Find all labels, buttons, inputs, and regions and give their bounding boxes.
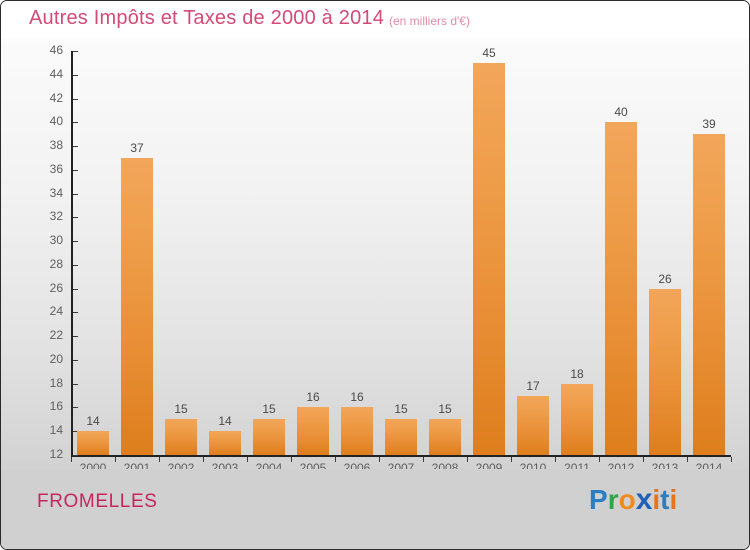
y-axis-line	[71, 51, 73, 457]
y-axis-tick	[73, 407, 78, 409]
chart-header: Autres Impôts et Taxes de 2000 à 2014 (e…	[1, 1, 749, 39]
logo-letter-i-second: i	[669, 484, 678, 515]
page-title: Autres Impôts et Taxes de 2000 à 2014	[29, 7, 385, 29]
y-axis-tick-label: 30	[49, 233, 63, 248]
logo-letter-r: r	[607, 484, 619, 515]
bar-2002[interactable]	[165, 419, 197, 455]
x-axis-tick	[687, 457, 688, 462]
bar-value-label-2007: 15	[394, 402, 408, 417]
x-axis-tick	[643, 457, 644, 462]
y-axis-tick-label: 28	[49, 256, 63, 271]
bar-value-label-2002: 15	[174, 402, 188, 417]
y-axis-tick	[73, 193, 78, 195]
y-axis-tick-label: 12	[49, 447, 63, 461]
y-axis-tick	[73, 146, 78, 148]
commune-name: FROMELLES	[37, 491, 158, 512]
y-axis-tick	[73, 312, 78, 314]
logo-letter-i-first: i	[652, 484, 661, 515]
bar-2005[interactable]	[297, 407, 329, 455]
chart-units-label: (en milliers d'€)	[389, 14, 470, 28]
bar-2014[interactable]	[693, 134, 725, 455]
bar-value-label-2010: 17	[526, 378, 540, 393]
y-axis-tick-label: 36	[49, 161, 63, 176]
x-axis-tick	[423, 457, 424, 462]
bar-2010[interactable]	[517, 395, 549, 455]
x-axis-tick	[71, 457, 72, 462]
y-axis-tick	[73, 74, 78, 76]
logo-letter-x: x	[635, 483, 653, 516]
x-axis-tick	[159, 457, 160, 462]
y-axis-tick	[73, 122, 78, 124]
y-axis-tick-label: 40	[49, 114, 63, 129]
y-axis-tick	[73, 431, 78, 433]
bar-2007[interactable]	[385, 419, 417, 455]
bar-2000[interactable]	[77, 431, 109, 455]
x-axis-tick	[247, 457, 248, 462]
bar-value-label-2009: 45	[482, 45, 496, 60]
y-axis-tick	[73, 51, 78, 52]
x-axis-line	[71, 455, 731, 457]
bar-value-label-2005: 16	[306, 390, 320, 405]
y-axis-tick	[73, 359, 78, 361]
y-axis-tick-label: 22	[49, 328, 63, 343]
proxiti-logo[interactable]: Proxiti	[589, 483, 677, 517]
bar-value-label-2004: 15	[262, 402, 276, 417]
y-axis-tick	[73, 98, 78, 100]
x-axis-tick	[555, 457, 556, 462]
logo-letter-t: t	[660, 484, 670, 515]
bar-2008[interactable]	[429, 419, 461, 455]
bar-value-label-2003: 14	[218, 414, 232, 429]
bar-2004[interactable]	[253, 419, 285, 455]
y-axis-tick-label: 46	[49, 43, 63, 57]
y-axis-tick-label: 34	[49, 185, 63, 200]
y-axis-tick-label: 32	[49, 209, 63, 224]
y-axis-tick	[73, 241, 78, 243]
bar-2012[interactable]	[605, 122, 637, 455]
bar-value-label-2006: 16	[350, 390, 364, 405]
y-axis-tick	[73, 169, 78, 171]
y-axis-tick-label: 20	[49, 351, 63, 366]
x-axis-tick	[731, 457, 732, 462]
bar-value-label-2000: 14	[86, 414, 100, 429]
plot-area: 12 14 16 18 20 22 24 26 28 30 32 34 36 38 40 42 44 46 200…	[1, 39, 749, 475]
bar-2001[interactable]	[121, 157, 153, 455]
y-axis-tick-label: 18	[49, 375, 63, 390]
x-axis-tick	[599, 457, 600, 462]
bar-2009[interactable]	[473, 62, 505, 455]
x-axis-tick	[511, 457, 512, 462]
logo-letter-p: P	[589, 484, 608, 515]
y-axis-tick-label: 38	[49, 138, 63, 153]
bar-2013[interactable]	[649, 288, 681, 455]
bar-value-label-2013: 26	[658, 271, 672, 286]
bar-2011[interactable]	[561, 383, 593, 455]
bar-value-label-2012: 40	[614, 105, 628, 120]
y-axis-tick-label: 24	[49, 304, 63, 319]
chart-footer: FROMELLES Proxiti	[1, 469, 749, 549]
x-axis-tick	[115, 457, 116, 462]
y-axis-tick	[73, 455, 78, 456]
x-axis-tick	[467, 457, 468, 462]
y-axis-tick	[73, 288, 78, 290]
y-axis-tick	[73, 336, 78, 338]
bar-value-label-2011: 18	[570, 366, 584, 381]
bar-2003[interactable]	[209, 431, 241, 455]
bar-value-label-2014: 39	[702, 117, 716, 132]
y-axis-tick-label: 44	[49, 66, 63, 81]
y-axis-tick	[73, 383, 78, 385]
y-axis-tick-label: 26	[49, 280, 63, 295]
y-axis-tick-label: 14	[49, 423, 63, 438]
logo-letter-o: o	[618, 484, 636, 515]
bar-value-label-2001: 37	[130, 140, 144, 155]
y-axis-tick	[73, 264, 78, 266]
y-axis-tick-label: 16	[49, 399, 63, 414]
bar-2006[interactable]	[341, 407, 373, 455]
y-axis-tick	[73, 217, 78, 219]
x-axis-tick	[379, 457, 380, 462]
x-axis-tick	[335, 457, 336, 462]
y-axis-tick-label: 42	[49, 90, 63, 105]
bar-value-label-2008: 15	[438, 402, 452, 417]
x-axis-tick	[291, 457, 292, 462]
x-axis-tick	[203, 457, 204, 462]
